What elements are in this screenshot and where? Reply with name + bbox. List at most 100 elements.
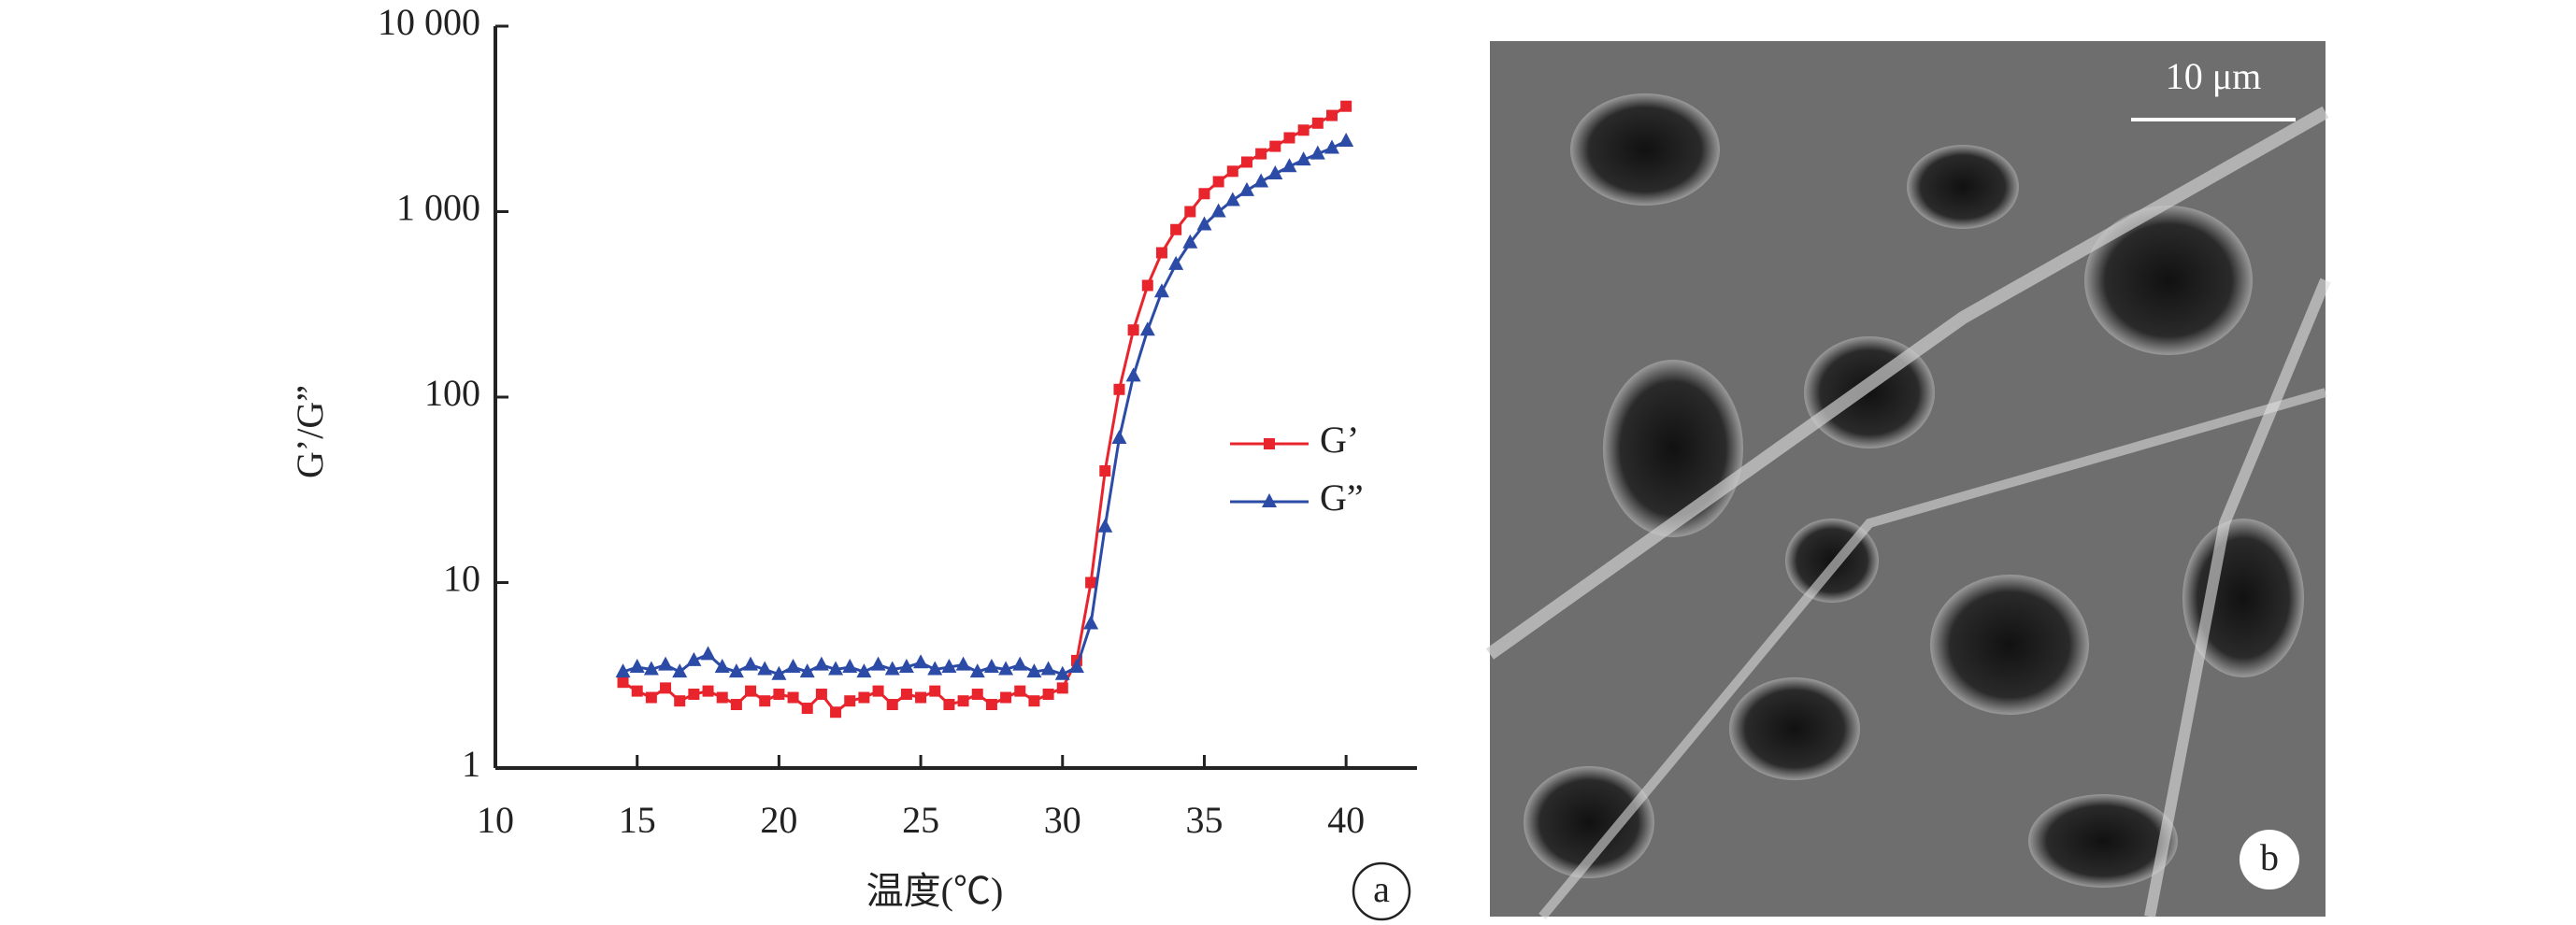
- square-marker: [830, 706, 842, 719]
- square-marker: [872, 685, 884, 697]
- square-marker: [1056, 682, 1068, 694]
- triangle-marker: [714, 659, 730, 674]
- square-marker: [1127, 324, 1139, 336]
- triangle-marker: [1262, 493, 1277, 507]
- triangle-marker: [1238, 181, 1254, 196]
- square-marker: [1325, 109, 1338, 121]
- triangle-marker: [643, 661, 659, 676]
- series-line: [623, 139, 1347, 676]
- square-marker: [1113, 383, 1125, 395]
- triangle-marker: [955, 656, 971, 671]
- y-tick-label: 10: [443, 558, 480, 600]
- triangle-marker: [1040, 661, 1056, 676]
- square-marker: [929, 685, 941, 697]
- triangle-marker: [629, 659, 645, 674]
- square-marker: [1264, 438, 1275, 449]
- square-marker: [943, 699, 955, 711]
- x-tick-label: 25: [902, 799, 939, 841]
- y-tick-label: 1: [462, 743, 480, 785]
- triangle-marker: [1267, 164, 1283, 179]
- triangle-marker: [1324, 139, 1339, 154]
- square-marker: [1014, 685, 1026, 697]
- triangle-marker: [1295, 151, 1311, 166]
- y-tick-label: 10 000: [378, 1, 480, 43]
- panel-label: a: [1373, 868, 1390, 910]
- triangle-marker: [1224, 192, 1240, 206]
- square-marker: [915, 691, 927, 704]
- square-marker: [1184, 206, 1196, 218]
- triangle-marker: [1196, 216, 1212, 231]
- triangle-marker: [998, 661, 1014, 676]
- square-marker: [1311, 117, 1324, 129]
- square-marker: [787, 691, 799, 704]
- square-marker: [858, 691, 870, 704]
- square-marker: [1198, 188, 1210, 200]
- square-marker: [1099, 464, 1111, 477]
- triangle-marker: [1281, 158, 1297, 173]
- square-marker: [773, 689, 785, 701]
- y-tick-label: 100: [424, 372, 480, 414]
- series-line: [622, 105, 1347, 715]
- triangle-marker: [828, 661, 844, 676]
- square-marker: [1000, 691, 1012, 704]
- triangle-marker: [941, 659, 957, 674]
- square-marker: [801, 703, 813, 715]
- triangle-marker: [1182, 234, 1198, 249]
- x-tick-label: 15: [619, 799, 656, 841]
- triangle-marker: [983, 659, 999, 674]
- triangle-marker: [1210, 203, 1226, 218]
- triangle-marker: [1026, 663, 1042, 678]
- triangle-marker: [658, 656, 674, 671]
- x-tick-label: 20: [760, 799, 797, 841]
- triangle-marker: [1253, 173, 1269, 188]
- panel-badge: [1352, 861, 1411, 921]
- y-tick-label: 1 000: [396, 187, 480, 229]
- sem-image: [1485, 41, 2331, 920]
- square-marker: [660, 682, 672, 694]
- square-marker: [631, 685, 643, 697]
- triangle-marker: [1083, 615, 1099, 630]
- triangle-marker: [1309, 145, 1325, 160]
- square-marker: [1283, 132, 1295, 144]
- square-marker: [1269, 140, 1281, 152]
- square-marker: [645, 691, 657, 704]
- scale-bar-label: 10 μm: [2166, 55, 2262, 97]
- square-marker: [1297, 124, 1309, 136]
- square-marker: [1028, 695, 1040, 707]
- square-marker: [957, 695, 969, 707]
- square-marker: [886, 699, 898, 711]
- square-marker: [617, 676, 629, 689]
- triangle-marker: [856, 663, 872, 678]
- triangle-marker: [927, 661, 943, 676]
- x-tick-label: 40: [1327, 799, 1365, 841]
- image-panel-label: b: [2260, 836, 2279, 878]
- square-marker: [1085, 576, 1097, 589]
- square-marker: [844, 695, 856, 707]
- triangle-marker: [686, 651, 702, 666]
- triangle-marker: [1338, 133, 1354, 148]
- triangle-marker: [1125, 367, 1141, 382]
- x-tick-label: 10: [477, 799, 514, 841]
- square-marker: [1255, 148, 1267, 160]
- square-marker: [745, 685, 757, 697]
- triangle-marker: [785, 659, 801, 674]
- square-marker: [730, 699, 742, 711]
- square-marker: [1155, 247, 1167, 259]
- triangle-marker: [672, 663, 688, 678]
- triangle-marker: [813, 656, 829, 671]
- square-marker: [1170, 223, 1182, 235]
- square-marker: [900, 689, 912, 701]
- triangle-marker: [913, 654, 929, 669]
- square-marker: [702, 685, 714, 697]
- triangle-marker: [757, 661, 773, 676]
- legend-label: G’: [1320, 419, 1359, 461]
- square-marker: [674, 695, 686, 707]
- triangle-marker: [1097, 518, 1113, 533]
- legend-label: G”: [1320, 477, 1364, 519]
- triangle-marker: [700, 646, 716, 661]
- triangle-marker: [870, 656, 886, 671]
- triangle-marker: [1068, 659, 1084, 674]
- x-tick-label: 35: [1185, 799, 1223, 841]
- triangle-marker: [1054, 665, 1070, 680]
